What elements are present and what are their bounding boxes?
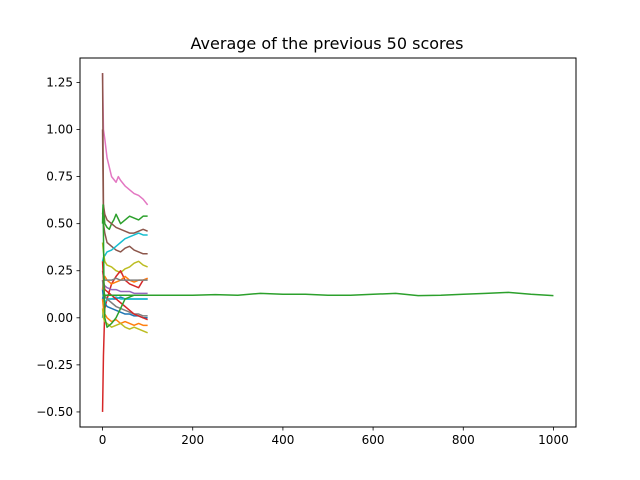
series-line-3 <box>101 129 148 255</box>
y-tick-label: 1.25 <box>46 75 73 89</box>
x-tick-label: 400 <box>271 433 294 447</box>
y-tick-label: 0.25 <box>46 264 73 278</box>
x-tick-label: 0 <box>99 433 107 447</box>
series-line-15 <box>101 280 148 317</box>
x-tick-label: 600 <box>362 433 385 447</box>
y-axis: −0.50 −0.25 0.00 0.25 0.50 0.75 1.00 1.25 <box>36 75 80 419</box>
series-line-18 <box>102 291 554 297</box>
y-tick-label: −0.50 <box>36 405 73 419</box>
y-tick-label: 0.00 <box>46 311 73 325</box>
y-tick-label: 0.75 <box>46 170 73 184</box>
y-tick-label: −0.25 <box>36 358 73 372</box>
x-tick-label: 800 <box>452 433 475 447</box>
series-line-4 <box>101 232 148 262</box>
series-layer <box>101 73 554 412</box>
series-line-1 <box>101 204 148 231</box>
x-axis: 0 200 400 600 800 1000 <box>99 427 569 447</box>
y-tick-label: 0.50 <box>46 217 73 231</box>
series-line-14 <box>101 308 148 334</box>
series-line-2 <box>101 73 148 234</box>
plot-area-frame <box>79 57 577 428</box>
chart-title: Average of the previous 50 scores <box>191 34 464 53</box>
series-line-8 <box>101 270 148 281</box>
x-tick-label: 1000 <box>538 433 569 447</box>
series-line-0 <box>101 73 149 206</box>
y-tick-label: 1.00 <box>46 123 73 137</box>
series-line-5 <box>101 242 148 274</box>
series-line-13 <box>101 298 148 327</box>
x-tick-label: 200 <box>181 433 204 447</box>
